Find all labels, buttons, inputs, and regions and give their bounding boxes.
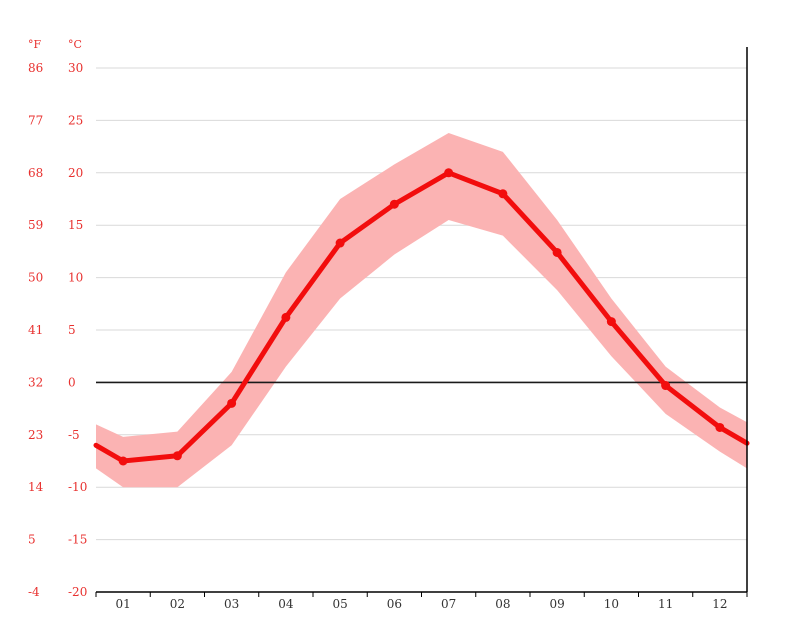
month-tick-label: 01	[115, 597, 130, 611]
fahrenheit-unit-label: °F	[28, 38, 42, 51]
fahrenheit-tick-label: 14	[28, 480, 44, 494]
celsius-unit-label: °C	[68, 38, 82, 51]
celsius-tick-label: -20	[68, 585, 87, 599]
average-line-path	[93, 170, 750, 464]
fahrenheit-tick-label: 41	[28, 323, 43, 337]
temperature-range-band	[96, 132, 747, 488]
celsius-tick-label: -15	[68, 533, 87, 547]
celsius-tick-label: 15	[68, 218, 83, 232]
celsius-tick-label: 20	[68, 166, 83, 180]
month-tick-label: 09	[549, 597, 564, 611]
data-point-09	[552, 247, 562, 257]
data-point-05	[335, 238, 345, 248]
month-tick-label: 02	[170, 597, 185, 611]
grid-lines	[96, 67, 747, 593]
month-tick-label: 04	[278, 597, 294, 611]
fahrenheit-tick-label: 68	[28, 166, 43, 180]
average-temperature-line	[93, 170, 750, 464]
celsius-tick-label: 30	[68, 61, 83, 75]
fahrenheit-tick-label: 50	[28, 271, 43, 285]
fahrenheit-tick-label: 59	[28, 218, 43, 232]
data-point-07	[444, 168, 454, 178]
celsius-tick-label: 5	[68, 323, 76, 337]
celsius-tick-label: 25	[68, 113, 83, 127]
data-point-03	[227, 398, 237, 408]
data-point-04	[281, 312, 291, 322]
month-tick-label: 10	[604, 597, 619, 611]
range-band-area	[96, 132, 747, 488]
celsius-tick-label: 0	[68, 375, 76, 389]
data-point-10	[606, 317, 616, 327]
data-point-08	[498, 189, 508, 199]
month-tick-label: 06	[387, 597, 402, 611]
celsius-tick-label: -10	[68, 480, 87, 494]
celsius-tick-label: -5	[68, 428, 80, 442]
month-tick-label: 12	[712, 597, 727, 611]
data-point-11	[661, 381, 671, 391]
month-tick-label: 03	[224, 597, 239, 611]
month-tick-label: 05	[332, 597, 347, 611]
axes	[95, 47, 748, 597]
month-tick-label: 08	[495, 597, 510, 611]
month-tick-label: 11	[658, 597, 673, 611]
data-point-06	[389, 199, 399, 209]
fahrenheit-tick-label: 5	[28, 533, 36, 547]
fahrenheit-tick-label: 77	[28, 113, 43, 127]
fahrenheit-tick-label: 23	[28, 428, 43, 442]
month-tick-label: 07	[441, 597, 456, 611]
data-point-12	[715, 422, 725, 432]
average-temperature-points	[118, 168, 725, 466]
x-tick-labels: 01 02 03 04 05 06 07 08 09 10 11 12	[115, 597, 727, 611]
fahrenheit-tick-label: 32	[28, 375, 43, 389]
data-point-02	[172, 451, 182, 461]
data-point-01	[118, 456, 128, 466]
y-tick-labels: 86 30 77 25 68 20 59 15 50 10 41 5 32 0 23 -5 14 -10 5 -15 -…	[28, 61, 87, 599]
fahrenheit-tick-label: -4	[28, 585, 40, 599]
fahrenheit-tick-label: 86	[28, 61, 43, 75]
celsius-tick-label: 10	[68, 271, 83, 285]
